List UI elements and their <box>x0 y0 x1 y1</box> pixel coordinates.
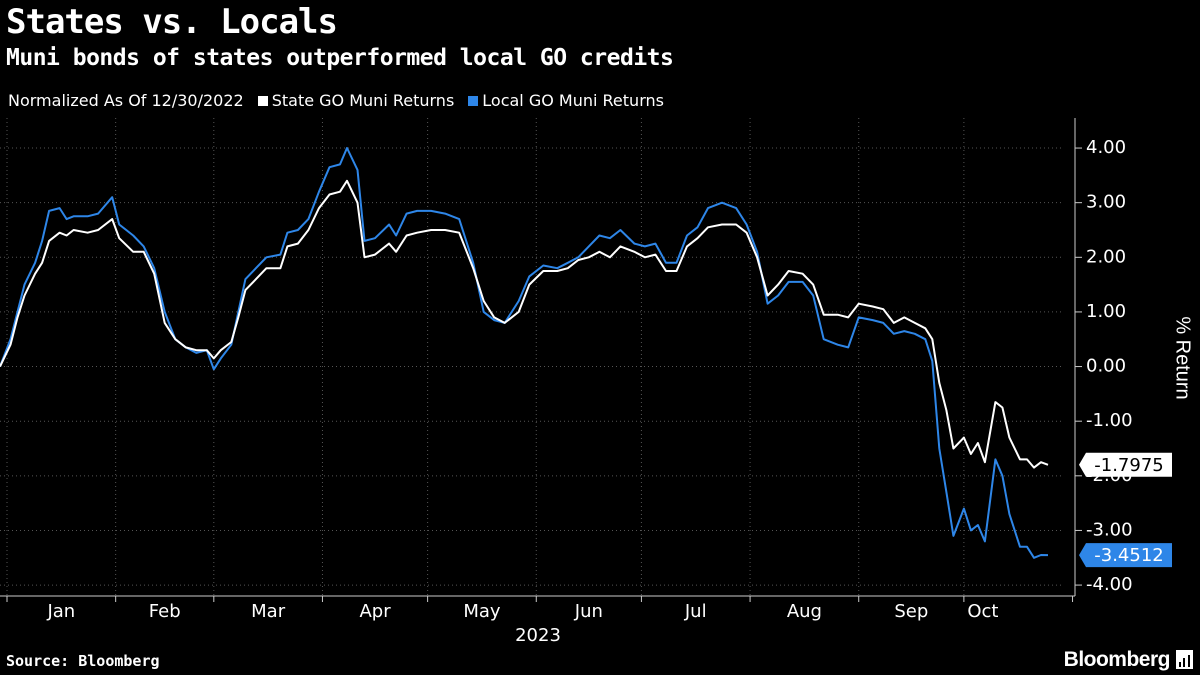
legend-swatch-local <box>468 95 479 106</box>
legend-swatch-state <box>257 95 268 106</box>
x-tick-label: Aug <box>787 601 822 622</box>
chart-title: States vs. Locals <box>6 2 338 42</box>
y-tick-label: 3.00 <box>1086 192 1126 213</box>
chart-subtitle: Muni bonds of states outperformed local … <box>6 45 674 71</box>
last-value-label-state: -1.7975 <box>1094 455 1163 476</box>
last-value-label-local: -3.4512 <box>1094 545 1163 566</box>
source-note: Source: Bloomberg <box>6 652 160 670</box>
x-tick-label: Oct <box>967 601 998 622</box>
x-tick-label: Sep <box>894 601 928 622</box>
x-tick-label: Jun <box>574 601 603 622</box>
value-labels: -1.7975 -3.4512 <box>1079 452 1172 568</box>
legend-note: Normalized As Of 12/30/2022 <box>8 91 244 110</box>
x-axis-year-label: 2023 <box>515 625 561 646</box>
y-tick-label: 0.00 <box>1086 356 1126 377</box>
legend-item-state: State GO Muni Returns <box>257 91 455 110</box>
legend-item-local: Local GO Muni Returns <box>468 91 664 110</box>
legend: Normalized As Of 12/30/2022 State GO Mun… <box>8 91 678 110</box>
series-lines <box>0 147 1049 559</box>
x-tick-label: May <box>463 601 501 622</box>
y-tick-label: 1.00 <box>1086 301 1126 322</box>
last-value-badge-local <box>1079 543 1172 568</box>
x-tick-label: Jul <box>684 601 707 622</box>
legend-label-state: State GO Muni Returns <box>271 91 455 110</box>
series-line-local <box>0 147 1049 559</box>
series-line-state <box>0 179 1049 469</box>
last-value-badge-state <box>1079 452 1172 477</box>
legend-label-local: Local GO Muni Returns <box>482 91 664 110</box>
axes: 4.003.002.001.000.00-1.00-2.00-3.00-4.00… <box>0 118 1133 622</box>
x-tick-label: Mar <box>251 601 286 622</box>
y-tick-label: 4.00 <box>1086 137 1126 158</box>
chart-bars-icon <box>1176 650 1193 669</box>
y-tick-label: -1.00 <box>1086 410 1133 431</box>
x-tick-label: Feb <box>149 601 181 622</box>
x-tick-label: Jan <box>46 601 75 622</box>
y-axis-label: % Return <box>1172 316 1194 399</box>
brand-logo: Bloomberg <box>1063 648 1171 671</box>
y-tick-label: 2.00 <box>1086 246 1126 267</box>
y-tick-label: -3.00 <box>1086 519 1133 540</box>
grid-lines <box>0 118 1062 596</box>
y-tick-label: -4.00 <box>1086 574 1133 595</box>
x-tick-label: Apr <box>359 601 391 622</box>
